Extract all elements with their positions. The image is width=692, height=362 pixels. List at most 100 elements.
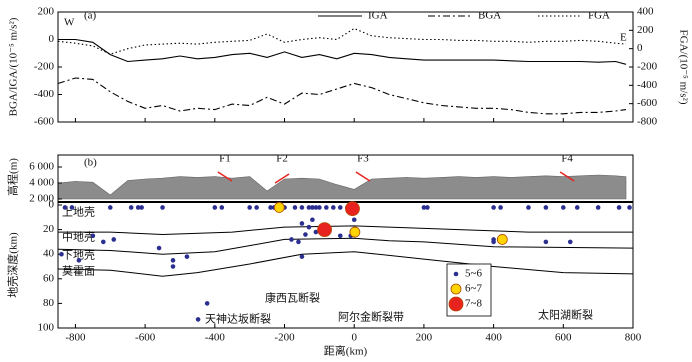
fault-label: F3: [357, 153, 369, 165]
earthquake: [156, 245, 162, 251]
earthquake: [212, 205, 218, 210]
fault-mark: [559, 171, 575, 182]
legend-label: BGA: [478, 10, 501, 22]
fault-mark: [355, 171, 371, 182]
earthquake: [543, 239, 549, 245]
x-axis-label: 距离(km): [324, 344, 368, 358]
data-line: [57, 27, 627, 55]
y-tick-label: 80: [43, 297, 55, 309]
y2-tick-label: -200: [637, 61, 658, 73]
x-tick-label: 800: [625, 332, 642, 344]
earthquake: [247, 205, 252, 210]
panel-label: (b): [84, 157, 97, 169]
legend-label: IGA: [368, 10, 388, 22]
earthquake: [254, 205, 259, 210]
legend-label: 7~8: [465, 298, 482, 310]
earthquake: [62, 205, 68, 210]
earthquake: [90, 233, 96, 239]
earthquake: [160, 205, 165, 210]
earthquake: [310, 217, 315, 223]
y2-tick-label: -400: [637, 79, 658, 91]
earthquake: [139, 205, 144, 210]
earthquake: [292, 205, 298, 210]
crust-boundary: [57, 237, 634, 255]
earthquake: [306, 205, 312, 210]
earthquake: [289, 237, 294, 242]
earthquake: [268, 205, 273, 210]
earthquake: [299, 254, 305, 259]
panel-label: (a): [84, 10, 97, 22]
y-axis-label: BGA/IGA/(10⁻⁵ m/s²): [8, 17, 20, 116]
earthquake: [317, 222, 332, 238]
x-tick-label: -600: [135, 332, 156, 344]
earthquake: [76, 258, 82, 263]
y-tick-label: 40: [43, 248, 55, 260]
earthquake: [69, 205, 75, 210]
earthquake: [595, 205, 601, 210]
earthquake: [135, 205, 141, 210]
earthquake: [561, 205, 566, 210]
earthquake: [273, 202, 285, 213]
earthquake: [337, 205, 343, 210]
y-tick-label: -400: [34, 88, 55, 100]
layer-label: 莫霍面: [62, 265, 95, 278]
fault-label: F1: [219, 153, 231, 165]
x-tick-label: -400: [205, 332, 226, 344]
earthquake: [543, 205, 549, 210]
y-tick-label: 0: [49, 199, 55, 211]
x-tick-label: 600: [555, 332, 572, 344]
earthquake: [219, 205, 225, 210]
earthquake: [425, 205, 430, 210]
earthquake: [337, 233, 343, 239]
earthquake: [303, 232, 308, 237]
earthquake: [306, 224, 312, 230]
earthquake: [313, 205, 319, 210]
y-tick-label: 0: [49, 33, 55, 45]
x-tick-label: -200: [274, 332, 295, 344]
earthquake: [170, 258, 176, 263]
annotation: W: [64, 17, 75, 29]
earthquake: [491, 205, 496, 210]
legend-label: FGA: [588, 10, 610, 22]
earthquake: [170, 264, 176, 269]
earthquake: [107, 205, 113, 210]
y-tick-label: 20: [43, 223, 55, 235]
fault-zone-label: 天神达坂断裂: [205, 312, 271, 326]
earthquake: [296, 239, 301, 245]
earthquake: [574, 205, 580, 210]
fault-label: F2: [276, 153, 288, 165]
fault-mark: [217, 171, 233, 182]
fault-zone-label: 阿尔金断裂带: [338, 310, 404, 324]
y2-axis-label: FGA/(10⁻⁵ m/s²): [677, 30, 689, 105]
y-tick-label: 6 000: [29, 161, 54, 173]
legend-swatch: [448, 296, 464, 312]
y-tick-label: -200: [34, 61, 55, 73]
earthquake: [526, 205, 531, 210]
y2-tick-label: 200: [637, 24, 654, 36]
earthquake: [184, 254, 190, 259]
crust-boundary: [58, 225, 633, 236]
earthquake: [421, 205, 427, 210]
earthquake: [351, 217, 357, 223]
legend-label: 6~7: [465, 283, 482, 295]
earthquake: [627, 205, 632, 210]
data-line: [58, 38, 627, 65]
legend-swatch: [450, 283, 462, 295]
y2-tick-label: 0: [637, 42, 643, 54]
earthquake: [195, 317, 201, 322]
y2-tick-label: -800: [637, 116, 658, 128]
earthquake: [299, 205, 305, 210]
x-tick-label: -800: [65, 332, 86, 344]
annotation: E: [620, 32, 627, 44]
earthquake: [299, 221, 305, 226]
fault-label: F4: [561, 153, 573, 165]
fault-zone-label: 太阳湖断裂: [538, 308, 593, 322]
earthquake: [496, 234, 508, 245]
earthquake: [491, 239, 496, 245]
earthquake: [324, 205, 329, 210]
legend-label: 5~6: [465, 268, 482, 280]
layer-label: 下地壳: [62, 248, 95, 262]
y-tick-label: 2 000: [29, 193, 54, 205]
fault-zone-label: 康西瓦断裂: [265, 291, 320, 305]
